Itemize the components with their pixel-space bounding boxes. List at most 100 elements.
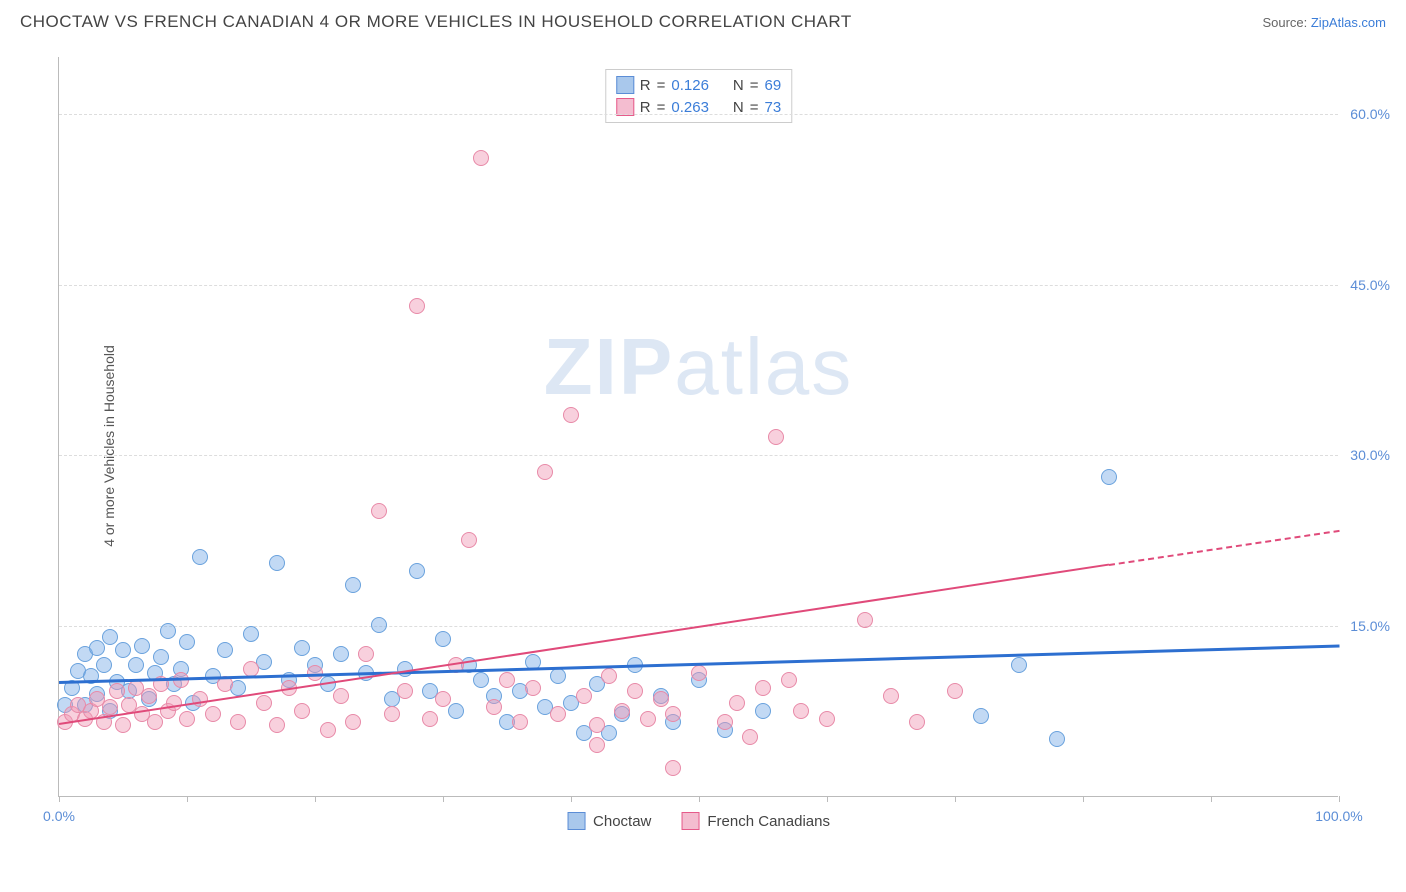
x-tick — [699, 796, 700, 802]
data-point — [358, 646, 374, 662]
legend-item: Choctaw — [567, 812, 651, 830]
data-point — [192, 549, 208, 565]
data-point — [147, 714, 163, 730]
source-link[interactable]: ZipAtlas.com — [1311, 15, 1386, 30]
data-point — [512, 714, 528, 730]
data-point — [614, 703, 630, 719]
data-point — [627, 683, 643, 699]
trend-line — [1108, 529, 1339, 565]
data-point — [115, 642, 131, 658]
data-point — [589, 717, 605, 733]
data-point — [243, 626, 259, 642]
data-point — [371, 617, 387, 633]
x-tick — [187, 796, 188, 802]
data-point — [448, 703, 464, 719]
data-point — [550, 706, 566, 722]
gridline — [59, 285, 1338, 286]
data-point — [89, 640, 105, 656]
x-tick — [1211, 796, 1212, 802]
data-point — [461, 532, 477, 548]
x-tick — [1083, 796, 1084, 802]
data-point — [717, 714, 733, 730]
data-point — [179, 711, 195, 727]
data-point — [384, 706, 400, 722]
data-point — [947, 683, 963, 699]
data-point — [665, 706, 681, 722]
data-point — [973, 708, 989, 724]
legend-item: French Canadians — [681, 812, 830, 830]
gridline — [59, 455, 1338, 456]
x-tick — [59, 796, 60, 802]
x-tick — [443, 796, 444, 802]
data-point — [537, 464, 553, 480]
data-point — [109, 683, 125, 699]
data-point — [422, 711, 438, 727]
data-point — [1101, 469, 1117, 485]
data-point — [525, 680, 541, 696]
data-point — [691, 665, 707, 681]
y-tick-label: 15.0% — [1350, 618, 1390, 634]
legend-series: Choctaw French Canadians — [567, 812, 830, 830]
x-tick — [955, 796, 956, 802]
data-point — [550, 668, 566, 684]
data-point — [409, 298, 425, 314]
data-point — [102, 699, 118, 715]
chart-container: ZIPatlas R = 0.126 N = 69 R = 0.263 N = — [46, 45, 1346, 830]
data-point — [819, 711, 835, 727]
data-point — [486, 699, 502, 715]
data-point — [1011, 657, 1027, 673]
watermark: ZIPatlas — [544, 321, 853, 413]
data-point — [102, 629, 118, 645]
plot-area: ZIPatlas R = 0.126 N = 69 R = 0.263 N = — [58, 57, 1338, 797]
x-tick — [315, 796, 316, 802]
data-point — [371, 503, 387, 519]
data-point — [742, 729, 758, 745]
data-point — [397, 661, 413, 677]
chart-title: CHOCTAW VS FRENCH CANADIAN 4 OR MORE VEH… — [20, 12, 852, 32]
legend-stats-row: R = 0.126 N = 69 — [616, 74, 781, 96]
swatch-icon — [616, 76, 634, 94]
data-point — [333, 688, 349, 704]
data-point — [134, 638, 150, 654]
data-point — [589, 737, 605, 753]
data-point — [563, 407, 579, 423]
y-tick-label: 30.0% — [1350, 447, 1390, 463]
data-point — [473, 150, 489, 166]
data-point — [883, 688, 899, 704]
y-tick-label: 45.0% — [1350, 277, 1390, 293]
data-point — [601, 668, 617, 684]
data-point — [435, 691, 451, 707]
data-point — [141, 688, 157, 704]
data-point — [576, 688, 592, 704]
data-point — [345, 714, 361, 730]
data-point — [345, 577, 361, 593]
chart-header: CHOCTAW VS FRENCH CANADIAN 4 OR MORE VEH… — [0, 0, 1406, 40]
data-point — [294, 640, 310, 656]
data-point — [230, 714, 246, 730]
data-point — [640, 711, 656, 727]
data-point — [755, 680, 771, 696]
data-point — [333, 646, 349, 662]
data-point — [160, 623, 176, 639]
data-point — [499, 672, 515, 688]
data-point — [768, 429, 784, 445]
data-point — [128, 657, 144, 673]
data-point — [205, 706, 221, 722]
swatch-icon — [681, 812, 699, 830]
data-point — [269, 717, 285, 733]
data-point — [192, 691, 208, 707]
data-point — [653, 691, 669, 707]
data-point — [755, 703, 771, 719]
data-point — [153, 649, 169, 665]
data-point — [473, 672, 489, 688]
data-point — [729, 695, 745, 711]
data-point — [781, 672, 797, 688]
data-point — [269, 555, 285, 571]
data-point — [217, 642, 233, 658]
source-attribution: Source: ZipAtlas.com — [1262, 15, 1386, 30]
gridline — [59, 114, 1338, 115]
data-point — [1049, 731, 1065, 747]
data-point — [243, 661, 259, 677]
data-point — [793, 703, 809, 719]
data-point — [909, 714, 925, 730]
